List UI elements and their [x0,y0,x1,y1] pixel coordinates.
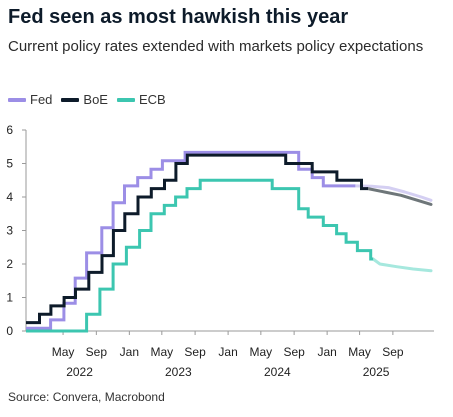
y-tick-label: 0 [6,324,13,338]
series-layer [26,150,433,333]
x-year-label: 2023 [165,365,192,379]
legend-item-ecb: ECB [116,92,166,107]
y-tick-label: 2 [6,257,13,271]
y-tick-label: 4 [6,190,13,204]
x-year-label: 2025 [363,365,390,379]
x-tick-label: May [348,345,371,359]
legend-label-ecb: ECB [138,92,166,107]
legend-item-boe: BoE [61,92,108,107]
legend-swatch-ecb [116,97,135,102]
x-tick-label: Sep [382,345,404,359]
source-note: Source: Convera, Macrobond [8,390,165,404]
series-fed-forecast-line [353,184,433,202]
series-boe-forecast-line [366,187,433,206]
legend-swatch-fed [8,97,26,102]
series-boe-line [26,153,368,325]
x-tick-label: Sep [86,345,108,359]
x-tick-label: Sep [184,345,206,359]
y-tick-label: 5 [6,157,13,171]
y-tick-label: 3 [6,224,13,238]
series-ecb-line [26,178,374,333]
y-tick-label: 6 [6,123,13,137]
y-tick-label: 1 [6,291,13,305]
rates-line-chart: 0 1 2 3 4 5 6 May Sep Jan May Sep Jan May Sep Jan May Sep… [6,123,434,379]
chart-title: Fed seen as most hawkish this year [8,6,349,28]
x-year-label: 2024 [264,365,291,379]
legend-item-fed: Fed [8,92,52,107]
legend-swatch-boe [61,97,80,102]
legend-label-fed: Fed [30,92,53,107]
series-ecb-forecast-line [371,257,433,273]
chart-subtitle: Current policy rates extended with marke… [8,38,424,55]
x-tick-label: May [52,345,75,359]
x-year-label: 2022 [66,365,93,379]
x-tick-label: May [150,345,173,359]
series-fed-line [26,150,356,330]
legend-label-boe: BoE [83,92,108,107]
x-tick-label: Jan [317,345,336,359]
x-tick-label: Sep [283,345,305,359]
x-tick-label: Jan [218,345,237,359]
chart-axes: 0 1 2 3 4 5 6 May Sep Jan May Sep Jan May Sep Jan May Sep… [6,123,434,379]
legend: Fed BoE ECB [8,92,175,107]
x-tick-label: May [250,345,273,359]
x-tick-label: Jan [120,345,139,359]
